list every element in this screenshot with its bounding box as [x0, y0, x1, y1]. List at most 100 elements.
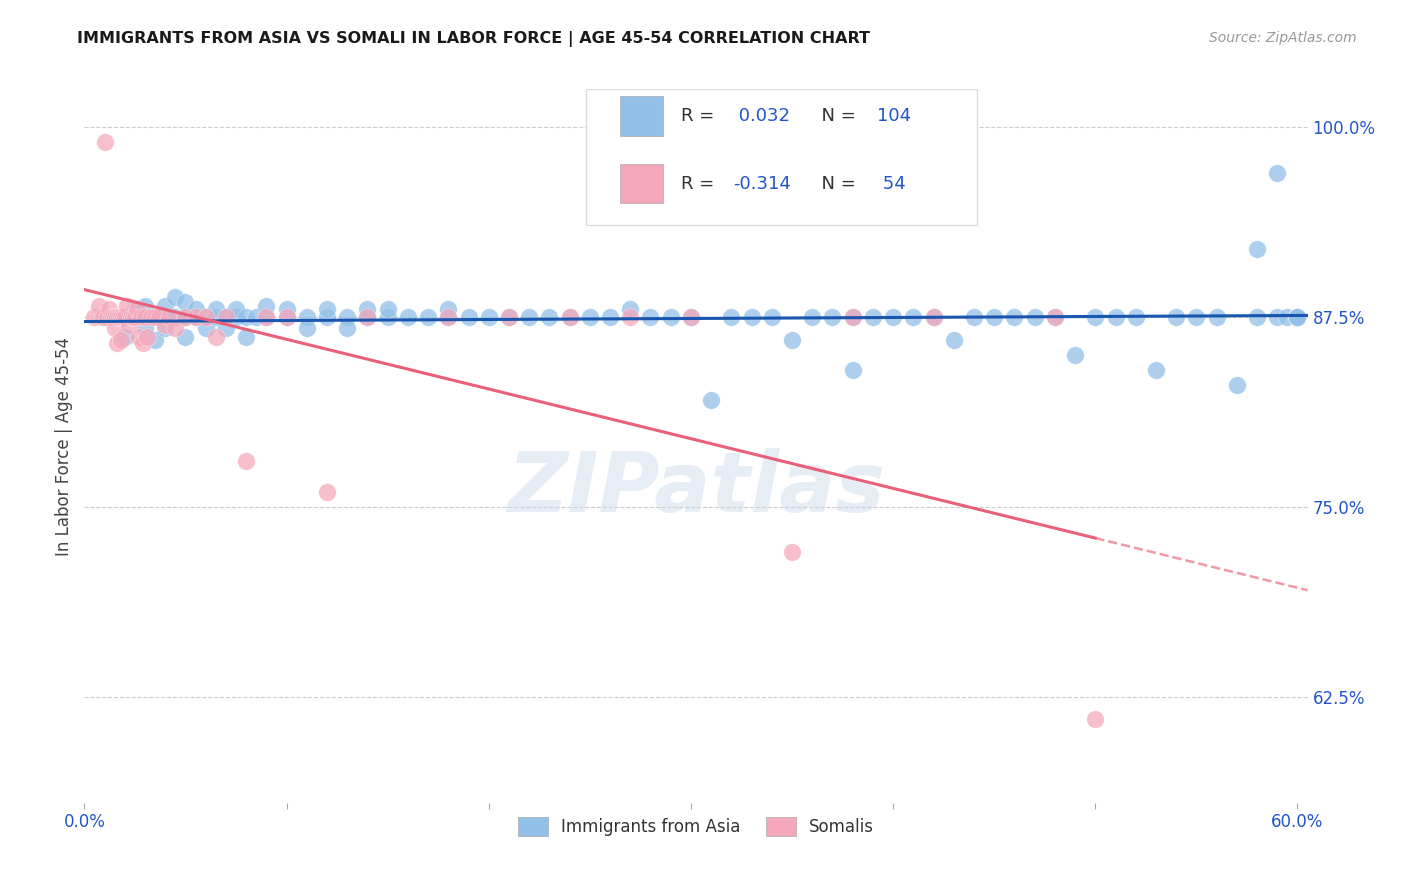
Point — [862, 310, 884, 324]
Point — [316, 310, 339, 324]
Text: N =: N = — [810, 175, 862, 193]
Point — [204, 329, 226, 343]
Point — [963, 310, 986, 324]
Point — [478, 310, 501, 324]
Point — [1286, 310, 1309, 324]
Point — [356, 310, 378, 324]
Point — [276, 310, 298, 324]
Text: ZIPatlas: ZIPatlas — [508, 449, 884, 529]
Point — [114, 329, 136, 343]
Point — [942, 333, 965, 347]
Point — [104, 310, 127, 324]
FancyBboxPatch shape — [586, 89, 977, 225]
Point — [741, 310, 763, 324]
Point — [110, 310, 132, 324]
Point — [93, 310, 115, 324]
Point — [579, 310, 602, 324]
Point — [679, 310, 702, 324]
Point — [538, 310, 561, 324]
Point — [336, 320, 359, 334]
Point — [1104, 310, 1126, 324]
Point — [235, 329, 257, 343]
Point — [87, 299, 110, 313]
Point — [640, 310, 662, 324]
Point — [96, 310, 118, 324]
Point — [356, 302, 378, 317]
Point — [139, 310, 162, 324]
Point — [104, 310, 127, 324]
Point — [720, 310, 742, 324]
Point — [155, 310, 177, 324]
Point — [101, 310, 124, 324]
Point — [225, 310, 247, 324]
Point — [194, 320, 217, 334]
Point — [1286, 310, 1309, 324]
Point — [679, 310, 702, 324]
Point — [1286, 310, 1309, 324]
Point — [174, 329, 197, 343]
Point — [105, 310, 128, 324]
Point — [124, 302, 146, 317]
Point — [841, 310, 863, 324]
Point — [124, 310, 146, 324]
Point — [1286, 310, 1309, 324]
Point — [110, 333, 132, 347]
Y-axis label: In Labor Force | Age 45-54: In Labor Force | Age 45-54 — [55, 336, 73, 556]
Point — [254, 310, 277, 324]
Point — [780, 333, 803, 347]
Point — [922, 310, 945, 324]
Point — [184, 310, 207, 324]
Point — [128, 329, 150, 343]
Point — [245, 310, 267, 324]
Point — [155, 318, 177, 332]
Point — [437, 302, 460, 317]
Text: 104: 104 — [877, 107, 911, 125]
Point — [1286, 310, 1309, 324]
Point — [1226, 378, 1249, 392]
Point — [134, 310, 156, 324]
Text: N =: N = — [810, 107, 862, 125]
Point — [83, 310, 105, 324]
Point — [761, 310, 783, 324]
Point — [104, 320, 127, 334]
Point — [194, 310, 217, 324]
Point — [780, 545, 803, 559]
Point — [377, 310, 399, 324]
Text: Source: ZipAtlas.com: Source: ZipAtlas.com — [1209, 31, 1357, 45]
Point — [416, 310, 439, 324]
Point — [903, 310, 925, 324]
Point — [122, 310, 145, 324]
Point — [184, 302, 207, 317]
Point — [659, 310, 682, 324]
Point — [1185, 310, 1208, 324]
Point — [114, 310, 136, 324]
Point — [134, 299, 156, 313]
Point — [143, 333, 166, 347]
Point — [558, 310, 581, 324]
Point — [107, 310, 129, 324]
Point — [165, 290, 187, 304]
Point — [437, 310, 460, 324]
Point — [105, 335, 128, 350]
Text: R =: R = — [682, 107, 720, 125]
Point — [91, 310, 114, 324]
Text: -0.314: -0.314 — [733, 175, 790, 193]
Point — [118, 318, 141, 332]
Text: IMMIGRANTS FROM ASIA VS SOMALI IN LABOR FORCE | AGE 45-54 CORRELATION CHART: IMMIGRANTS FROM ASIA VS SOMALI IN LABOR … — [77, 31, 870, 47]
Point — [215, 310, 238, 324]
Point — [184, 310, 207, 324]
Point — [174, 310, 197, 324]
Point — [165, 310, 187, 324]
Point — [336, 310, 359, 324]
Point — [619, 310, 641, 324]
Point — [254, 310, 277, 324]
Point — [215, 310, 238, 324]
Point — [143, 310, 166, 324]
Point — [1277, 310, 1299, 324]
Point — [801, 310, 824, 324]
Point — [316, 484, 339, 499]
FancyBboxPatch shape — [620, 96, 664, 136]
Point — [134, 320, 156, 334]
Point — [225, 302, 247, 317]
Point — [1084, 310, 1107, 324]
